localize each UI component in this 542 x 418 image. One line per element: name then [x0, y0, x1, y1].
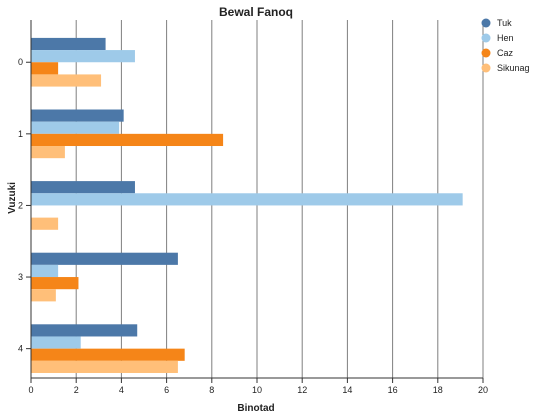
y-axis-title: Vuzuki — [7, 182, 18, 214]
legend-label-sikunag: Sikunag — [497, 63, 530, 73]
bar-sikunag-3 — [31, 289, 56, 302]
bars — [31, 37, 463, 373]
bar-sikunag-1 — [31, 146, 65, 159]
bar-tuk-3 — [31, 252, 178, 265]
legend-label-caz: Caz — [497, 48, 514, 58]
bar-tuk-2 — [31, 181, 135, 194]
bar-sikunag-2 — [31, 217, 59, 230]
legend-label-hen: Hen — [497, 33, 514, 43]
y-tick-label: 1 — [18, 129, 23, 139]
bar-hen-2 — [31, 193, 463, 206]
y-tick-labels: 0 1 2 3 4 — [18, 57, 31, 354]
bar-sikunag-0 — [31, 74, 102, 87]
x-axis-title: Binotad — [237, 403, 274, 414]
legend-swatch-hen — [481, 33, 491, 43]
x-tick-label: 16 — [388, 385, 398, 395]
bar-caz-1 — [31, 133, 224, 147]
x-tick-label: 0 — [28, 385, 33, 395]
x-tick-label: 20 — [478, 385, 488, 395]
legend-swatch-caz — [481, 48, 491, 58]
legend-swatch-tuk — [481, 18, 491, 28]
x-tick-labels: 0 2 4 6 8 10 12 14 16 18 20 — [28, 378, 488, 395]
y-tick-label: 2 — [18, 200, 23, 210]
legend: Tuk Hen Caz Sikunag — [481, 18, 530, 73]
bar-tuk-4 — [31, 324, 138, 337]
x-tick-label: 6 — [164, 385, 169, 395]
y-tick-label: 4 — [18, 344, 23, 354]
x-tick-label: 14 — [342, 385, 352, 395]
bar-hen-0 — [31, 50, 135, 63]
bar-caz-4 — [31, 348, 185, 361]
bar-hen-1 — [31, 121, 120, 134]
bar-caz-3 — [31, 277, 79, 290]
x-tick-label: 18 — [433, 385, 443, 395]
bar-sikunag-4 — [31, 360, 178, 373]
y-tick-label: 3 — [18, 272, 23, 282]
bar-hen-4 — [31, 336, 81, 349]
x-tick-label: 8 — [209, 385, 214, 395]
x-tick-label: 12 — [297, 385, 307, 395]
x-tick-label: 4 — [119, 385, 124, 395]
y-tick-label: 0 — [18, 57, 23, 67]
bar-tuk-0 — [31, 37, 106, 51]
chart-title: Bewal Fanoq — [219, 5, 293, 19]
bar-caz-0 — [31, 62, 59, 75]
bar-hen-3 — [31, 264, 59, 278]
bar-tuk-1 — [31, 109, 124, 122]
x-tick-label: 10 — [252, 385, 262, 395]
legend-label-tuk: Tuk — [497, 18, 512, 28]
legend-swatch-sikunag — [481, 63, 491, 73]
x-tick-label: 2 — [74, 385, 79, 395]
